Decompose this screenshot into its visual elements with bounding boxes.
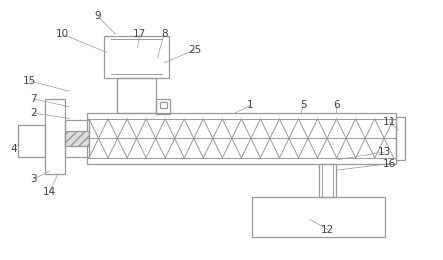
Text: 11: 11 — [383, 117, 396, 127]
Text: 12: 12 — [321, 225, 334, 235]
Text: 1: 1 — [247, 100, 253, 110]
Text: 16: 16 — [383, 159, 396, 169]
Text: 25: 25 — [188, 45, 202, 55]
Text: 5: 5 — [300, 100, 307, 110]
Bar — [18, 125, 45, 157]
Text: 13: 13 — [378, 147, 392, 157]
Bar — [87, 113, 396, 164]
Bar — [253, 197, 385, 237]
Text: 7: 7 — [31, 94, 37, 104]
Text: 15: 15 — [23, 76, 36, 86]
Bar — [45, 99, 65, 174]
Bar — [117, 78, 156, 113]
Text: 10: 10 — [56, 29, 69, 39]
Text: 17: 17 — [133, 29, 147, 39]
Text: 3: 3 — [31, 174, 37, 184]
Bar — [105, 36, 168, 78]
Bar — [396, 117, 405, 160]
Bar — [65, 120, 89, 157]
Bar — [156, 99, 170, 114]
Text: 6: 6 — [333, 100, 340, 110]
Text: 9: 9 — [94, 11, 101, 21]
Bar — [65, 131, 89, 146]
Text: 2: 2 — [31, 108, 37, 118]
Text: 4: 4 — [11, 144, 17, 154]
Bar — [319, 164, 336, 197]
Bar — [159, 102, 167, 108]
Text: 8: 8 — [161, 29, 167, 39]
Text: 14: 14 — [43, 187, 56, 197]
